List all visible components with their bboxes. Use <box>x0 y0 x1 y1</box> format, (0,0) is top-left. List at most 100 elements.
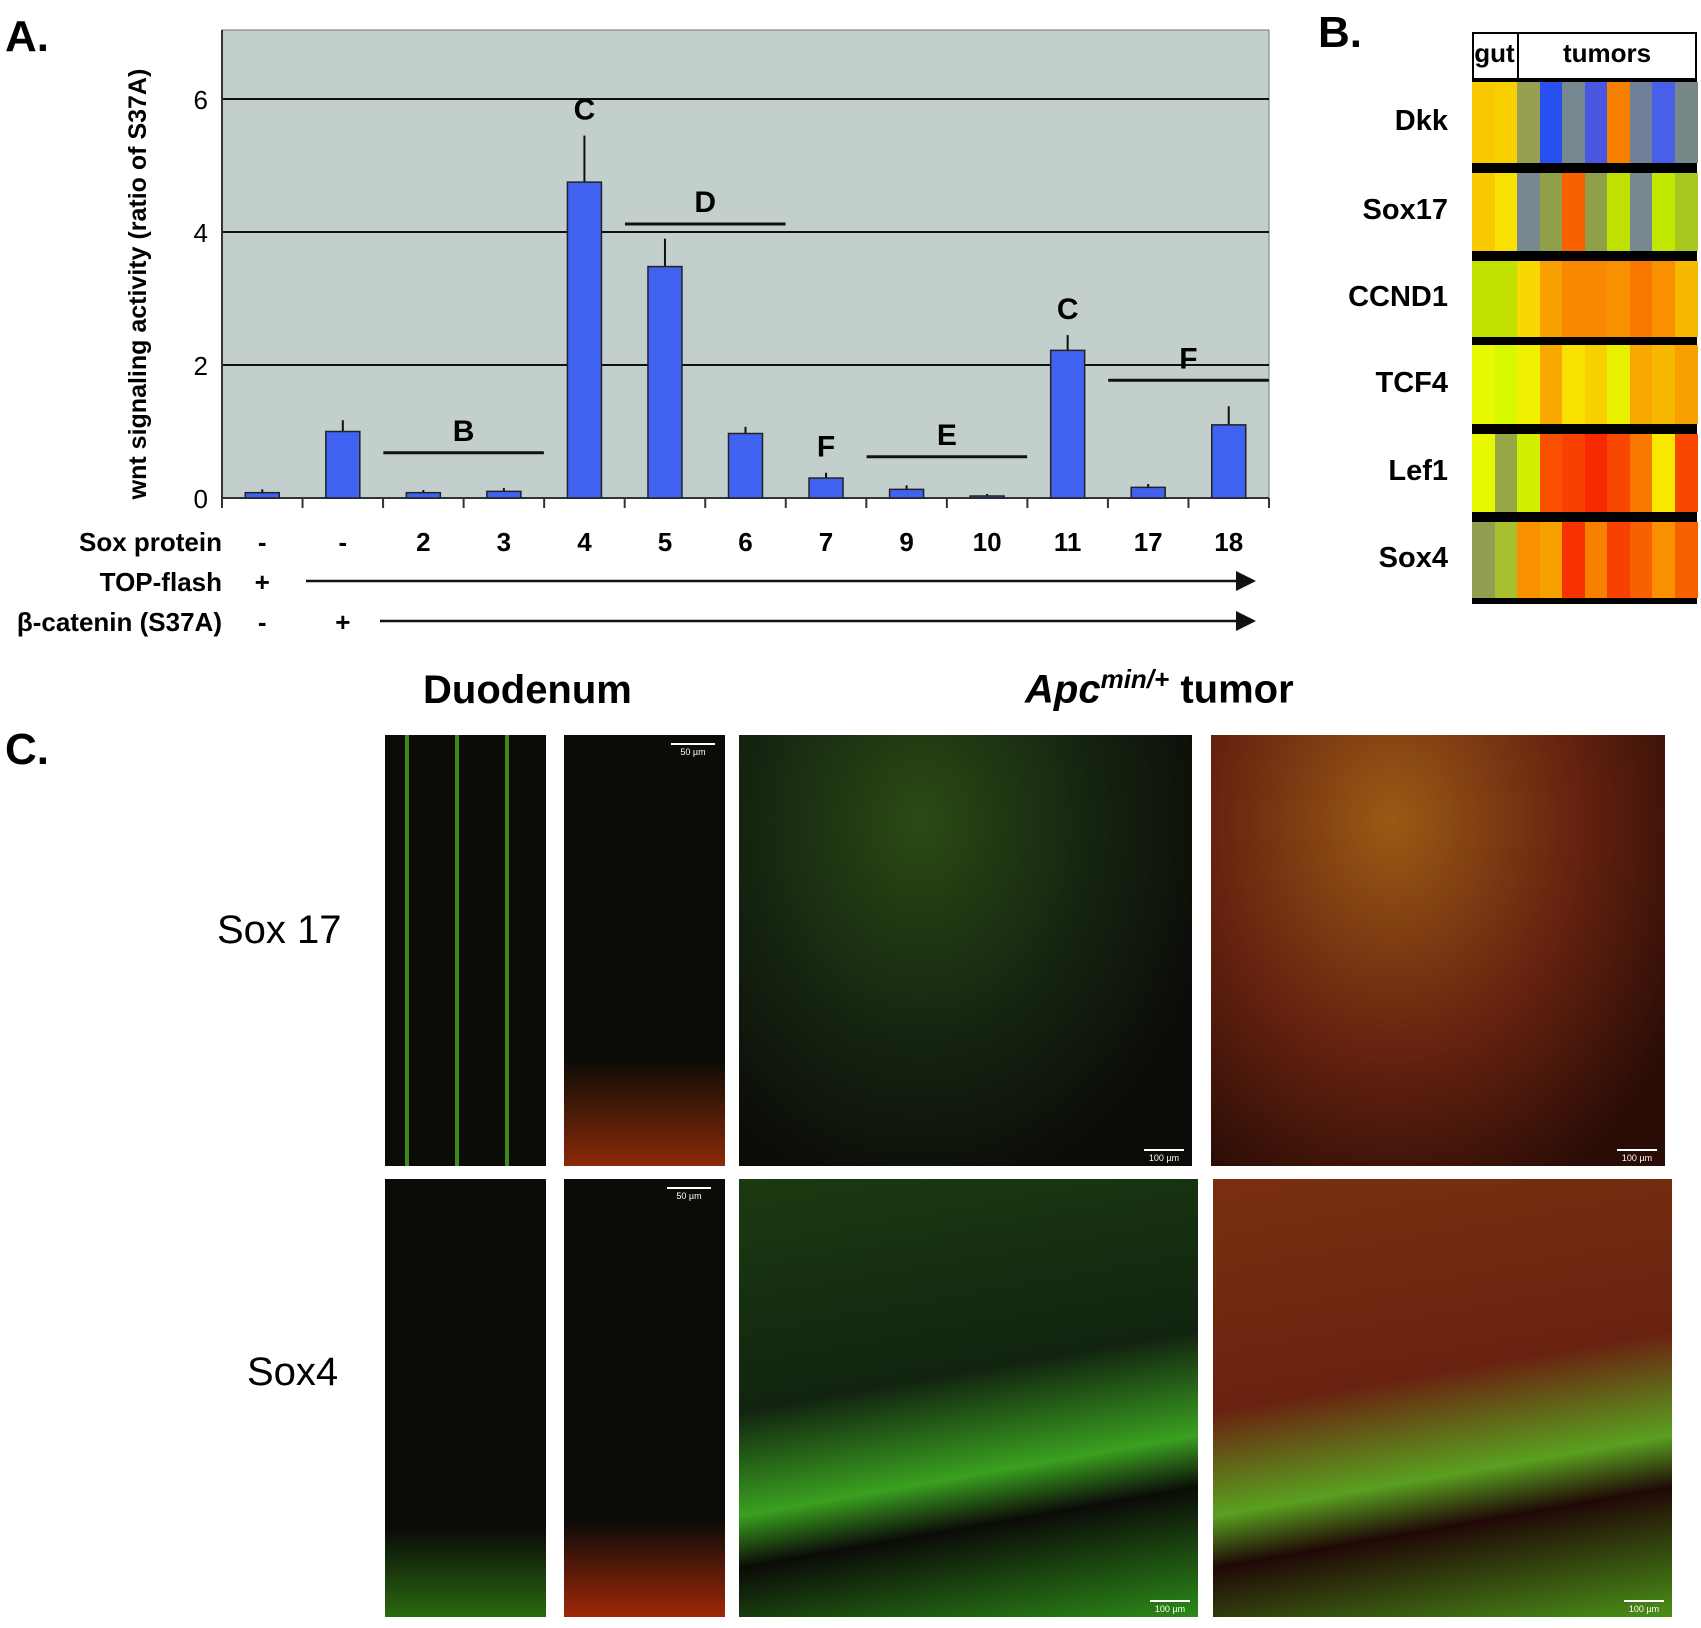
micrograph-sox4-duodenum-merge: 50 µm <box>564 1179 725 1617</box>
heatmap-cell <box>1607 261 1630 337</box>
bar <box>566 181 603 499</box>
y-tick-label: 0 <box>194 484 208 514</box>
scale-bar: 50 µm <box>667 1187 711 1201</box>
sox-category-label: 18 <box>1214 527 1243 557</box>
row-title-sox4: Sox4 <box>247 1350 339 1394</box>
heatmap-row-label: Sox4 <box>1378 542 1448 574</box>
heatmap-cell <box>1629 522 1653 598</box>
heatmap-cell <box>1562 522 1585 598</box>
heatmap-cell <box>1674 522 1698 598</box>
apc-gene: Apc <box>1025 667 1101 712</box>
heatmap-row-label: CCND1 <box>1348 281 1448 313</box>
heatmap-cell <box>1584 261 1608 337</box>
panel-c-label: C. <box>5 725 49 774</box>
heatmap-cell <box>1607 345 1630 424</box>
heatmap-cell <box>1517 434 1540 512</box>
apc-superscript: min/+ <box>1100 664 1170 694</box>
top-flash-value: + <box>255 567 270 597</box>
bar <box>1210 424 1247 499</box>
micrograph-sox4-duodenum-green <box>385 1179 546 1617</box>
scale-bar: 100 µm <box>1144 1149 1184 1163</box>
heatmap-cell <box>1629 434 1653 512</box>
heatmap-cell <box>1607 82 1630 163</box>
heatmap-cell <box>1652 82 1675 163</box>
bar <box>1130 486 1166 499</box>
heatmap-cell <box>1472 82 1495 163</box>
scale-label: 100 µm <box>1621 1153 1653 1163</box>
tumor-word: tumor <box>1169 667 1294 712</box>
significance-letter: D <box>694 186 716 219</box>
heatmap-cell <box>1517 82 1540 163</box>
catenin-value: - <box>258 607 267 637</box>
scale-label: 100 µm <box>1628 1604 1660 1614</box>
significance-letter: C <box>1057 293 1079 326</box>
bar <box>888 488 925 499</box>
header-tumors: tumors <box>1562 38 1652 68</box>
heatmap-cell <box>1629 261 1653 337</box>
heatmap-cell <box>1584 173 1608 251</box>
bar <box>1049 349 1086 499</box>
heatmap-cell <box>1674 434 1698 512</box>
heatmap-cell <box>1674 82 1698 163</box>
sox-category-label: 7 <box>819 527 833 557</box>
heatmap-cell <box>1539 434 1563 512</box>
heatmap-cell <box>1539 261 1563 337</box>
heatmap-cell <box>1539 345 1563 424</box>
row-label-top-flash: TOP-flash <box>100 567 222 597</box>
column-title-duodenum: Duodenum <box>423 668 632 712</box>
heatmap-cell <box>1584 434 1608 512</box>
sox-category-label: 3 <box>497 527 511 557</box>
heatmap-separator-bg <box>1472 80 1697 604</box>
heatmap-cell <box>1562 173 1585 251</box>
bar <box>244 491 281 499</box>
heatmap-cell <box>1494 522 1518 598</box>
scale-bar: 100 µm <box>1617 1149 1657 1163</box>
heatmap-cell <box>1494 173 1518 251</box>
micrograph-sox4-tumor-merge: 100 µm <box>1213 1179 1672 1617</box>
sox-category-label: - <box>258 527 267 557</box>
heatmap-cell <box>1472 173 1495 251</box>
heatmap-cell <box>1629 82 1653 163</box>
heatmap-cell <box>1562 434 1585 512</box>
heatmap-row-label: TCF4 <box>1375 366 1449 399</box>
significance-letter: F <box>1179 342 1197 375</box>
heatmap: gut tumors Dkk Sox17 CCND1 TCF4 Lef1 Sox4 <box>0 0 1701 620</box>
bar <box>647 265 683 499</box>
heatmap-row-label: Lef1 <box>1388 455 1448 487</box>
panel-a-label: A. <box>5 12 49 61</box>
heatmap-cell <box>1584 82 1608 163</box>
sox-category-label: 2 <box>416 527 430 557</box>
bar <box>969 495 1005 499</box>
heatmap-row-label: Dkk <box>1394 104 1448 137</box>
heatmap-cell <box>1607 522 1630 598</box>
heatmap-cell <box>1652 261 1675 337</box>
sox-category-label: 4 <box>577 527 592 557</box>
heatmap-cell <box>1607 434 1630 512</box>
micrograph-sox17-duodenum-green <box>385 735 546 1166</box>
heatmap-cell <box>1629 345 1653 424</box>
sox-category-label: 6 <box>738 527 752 557</box>
significance-letter: E <box>937 419 957 452</box>
scale-bar: 100 µm <box>1624 1600 1664 1614</box>
catenin-value: + <box>335 607 350 637</box>
bar <box>405 491 442 499</box>
heatmap-cell <box>1584 345 1608 424</box>
heatmap-cell <box>1494 82 1518 163</box>
heatmap-cell <box>1472 522 1495 598</box>
scale-label: 100 µm <box>1154 1604 1186 1614</box>
bar <box>486 490 522 499</box>
heatmap-cell <box>1652 522 1675 598</box>
heatmap-cell <box>1607 173 1630 251</box>
scale-label: 100 µm <box>1148 1153 1180 1163</box>
heatmap-cell <box>1652 434 1675 512</box>
micrograph-sox17-duodenum-merge: 50 µm <box>564 735 725 1166</box>
scale-label: 50 µm <box>676 1191 702 1201</box>
row-title-sox17: Sox 17 <box>217 908 342 952</box>
heatmap-cell <box>1562 82 1585 163</box>
scale-label: 50 µm <box>680 747 706 757</box>
heatmap-cell <box>1472 261 1495 337</box>
y-tick-label: 4 <box>194 218 208 248</box>
heatmap-cell <box>1652 173 1675 251</box>
sox-category-label: - <box>338 527 347 557</box>
significance-letter: C <box>574 94 596 127</box>
